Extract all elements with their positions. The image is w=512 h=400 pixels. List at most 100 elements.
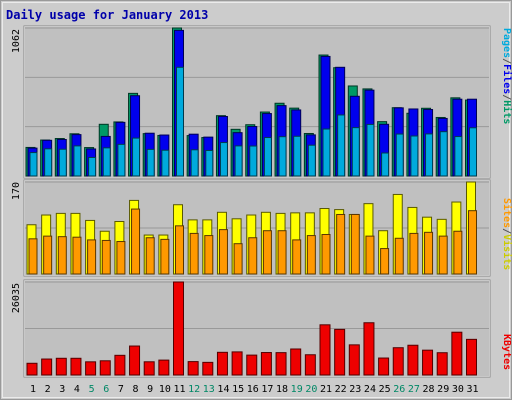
bar-pages-day-26 [395,133,404,177]
bar-pages-day-12 [190,149,199,177]
x-tick-day-22: 22 [335,384,347,395]
bar-pages-day-16 [249,145,258,177]
bar-sites-day-15 [233,243,243,275]
x-tick-day-18: 18 [276,384,288,395]
panel-kbytes-legend: KBytes [501,334,512,370]
bar-pages-day-27 [410,135,419,177]
bar-sites-day-2 [43,235,53,275]
x-tick-day-20: 20 [305,384,317,395]
legend-item-hits: Hits [501,100,512,124]
bar-kbytes-day-11 [173,281,184,376]
x-tick-day-8: 8 [133,384,139,395]
bar-pages-day-25 [381,152,390,177]
bar-kbytes-day-21 [319,324,331,376]
bar-kbytes-day-9 [143,361,155,376]
bar-pages-day-22 [337,114,346,177]
bar-kbytes-day-13 [202,361,214,376]
x-tick-day-27: 27 [408,384,420,395]
bar-kbytes-day-28 [422,349,434,376]
bar-sites-day-17 [262,230,272,275]
panel-hits-legend: Pages/Files/Hits [501,28,512,124]
bar-kbytes-day-15 [231,351,243,376]
x-tick-day-6: 6 [103,384,109,395]
bar-sites-day-28 [424,231,434,275]
bar-pages-day-17 [263,137,272,177]
x-tick-day-4: 4 [74,384,80,395]
bar-kbytes-day-24 [363,322,375,376]
bar-sites-day-19 [292,239,302,275]
bar-sites-day-7 [116,241,126,275]
x-axis-day-labels: 1 2 3 4 5 6 7 8 9 10 11 12 13 14 15 16 17 18 19 20 21 22 23 24 2… [30,384,479,395]
bar-pages-day-5 [88,156,97,177]
bar-kbytes-day-26 [392,347,404,376]
bar-pages-day-30 [454,136,463,177]
bar-kbytes-day-18 [275,352,287,376]
bar-kbytes-day-4 [70,357,82,376]
bar-kbytes-day-22 [334,328,346,376]
bar-sites-day-1 [28,238,38,275]
bar-pages-day-2 [44,148,53,177]
bar-kbytes-day-14 [216,351,228,376]
x-tick-day-1: 1 [30,384,36,395]
bar-pages-day-28 [425,133,434,177]
panel-visits-legend: Sites/Visits [501,198,512,270]
legend-item-sites: Sites [501,198,512,228]
x-tick-day-28: 28 [423,384,435,395]
panel-kbytes: 26035 KBytes [11,279,512,378]
panel-kbytes-bars [26,281,477,376]
x-tick-day-9: 9 [147,384,153,395]
legend-item-kbytes: KBytes [501,334,512,370]
bar-kbytes-day-29 [436,352,448,376]
bar-sites-day-10 [160,238,170,275]
bar-kbytes-day-27 [407,344,419,376]
bar-kbytes-day-16 [246,354,258,376]
bar-sites-day-29 [438,235,448,275]
x-tick-day-16: 16 [247,384,259,395]
x-tick-day-2: 2 [45,384,51,395]
x-tick-day-19: 19 [291,384,303,395]
bar-kbytes-day-3 [55,357,67,376]
panel-visits-ymax: 170 [11,182,22,200]
x-tick-day-25: 25 [379,384,391,395]
legend-item-separator: / [501,58,512,64]
chart-title: Daily usage for January 2013 [6,8,208,22]
panel-hits-ymax: 1062 [11,29,22,53]
panel-hits-bars [25,27,477,177]
panel-visits-sites: 170 Sites/Visits [11,179,512,277]
bar-pages-day-18 [278,136,287,177]
legend-item-separator: / [501,94,512,100]
bar-pages-day-11 [176,66,184,177]
x-tick-day-14: 14 [217,384,229,395]
bar-kbytes-day-31 [466,338,477,376]
x-tick-day-15: 15 [232,384,244,395]
bar-sites-day-23 [350,213,360,275]
bar-sites-day-11 [175,225,184,275]
bar-sites-day-20 [306,235,316,275]
bar-sites-day-22 [336,213,346,275]
bar-pages-day-21 [322,128,331,177]
bar-sites-day-27 [409,232,419,275]
bar-pages-day-6 [102,147,111,177]
bar-kbytes-day-6 [99,360,111,376]
bar-sites-day-8 [131,208,141,275]
bar-pages-day-10 [161,149,170,177]
bar-sites-day-6 [101,239,111,275]
bar-kbytes-day-23 [348,344,360,376]
bar-kbytes-day-10 [158,359,170,376]
bar-pages-day-15 [234,145,243,177]
x-tick-day-30: 30 [452,384,464,395]
bar-pages-day-23 [351,127,360,177]
legend-item-pages: Pages [501,28,512,58]
bar-sites-day-13 [204,235,214,275]
bar-sites-day-18 [277,230,287,275]
x-tick-day-29: 29 [437,384,449,395]
bar-pages-day-20 [307,144,316,177]
x-tick-day-5: 5 [89,384,95,395]
panel-hits-files-pages: 1062 Pages/Files/Hits [11,25,512,179]
bar-sites-day-9 [145,237,155,275]
bar-pages-day-19 [293,135,302,177]
x-tick-day-10: 10 [159,384,171,395]
legend-item-separator: / [501,228,512,234]
bar-sites-day-26 [394,237,404,275]
